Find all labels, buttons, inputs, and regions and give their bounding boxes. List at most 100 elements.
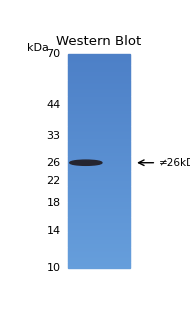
Bar	[68, 111, 130, 112]
Bar	[68, 88, 130, 89]
Bar	[68, 195, 130, 196]
Bar	[68, 77, 130, 78]
Bar	[68, 131, 130, 132]
Bar	[68, 135, 130, 136]
Bar	[68, 249, 130, 250]
Bar	[68, 65, 130, 66]
Bar	[68, 201, 130, 203]
Bar	[68, 132, 130, 133]
Bar	[68, 130, 130, 131]
Bar	[68, 234, 130, 235]
Bar	[68, 147, 130, 148]
Bar	[68, 192, 130, 193]
Bar	[68, 60, 130, 61]
Bar	[68, 247, 130, 248]
Bar	[68, 204, 130, 205]
Bar	[68, 211, 130, 212]
Bar	[68, 180, 130, 181]
Bar	[68, 214, 130, 215]
Bar	[68, 155, 130, 157]
Bar	[68, 255, 130, 256]
Bar	[68, 163, 130, 164]
Text: 22: 22	[46, 176, 61, 186]
Text: kDa: kDa	[27, 43, 49, 53]
Bar	[68, 177, 130, 178]
Bar	[68, 241, 130, 242]
Bar	[68, 106, 130, 107]
Bar	[68, 238, 130, 239]
Bar	[68, 102, 130, 103]
Bar	[68, 229, 130, 231]
Bar	[68, 171, 130, 173]
Bar	[68, 142, 130, 144]
Bar	[68, 217, 130, 218]
Bar	[68, 57, 130, 58]
Bar	[68, 206, 130, 207]
Bar	[68, 244, 130, 245]
Bar	[68, 197, 130, 198]
Bar	[68, 100, 130, 101]
Bar	[68, 209, 130, 210]
Bar	[68, 158, 130, 159]
Bar	[68, 103, 130, 104]
Bar	[68, 266, 130, 267]
Bar	[68, 176, 130, 177]
Bar	[68, 81, 130, 82]
Bar	[68, 178, 130, 179]
Bar	[68, 210, 130, 211]
Bar	[68, 151, 130, 152]
Text: 26: 26	[46, 158, 61, 168]
Bar	[68, 225, 130, 226]
Bar	[68, 76, 130, 77]
Bar	[68, 92, 130, 93]
Bar	[68, 252, 130, 253]
Bar	[68, 118, 130, 119]
Bar	[68, 162, 130, 163]
Bar	[68, 119, 130, 120]
Bar	[68, 243, 130, 244]
Bar	[68, 185, 130, 187]
Bar	[68, 175, 130, 176]
Bar	[68, 267, 130, 268]
Bar	[68, 133, 130, 134]
Bar	[68, 165, 130, 166]
Bar	[68, 134, 130, 135]
Bar	[68, 181, 130, 182]
Text: 14: 14	[46, 226, 61, 236]
Bar	[68, 153, 130, 154]
Bar	[68, 95, 130, 96]
Bar	[68, 108, 130, 109]
Bar	[68, 74, 130, 75]
Bar	[68, 168, 130, 169]
Bar	[68, 139, 130, 141]
Bar	[68, 123, 130, 125]
Bar	[68, 107, 130, 108]
Bar	[68, 223, 130, 224]
Bar	[68, 248, 130, 249]
Bar	[68, 231, 130, 233]
Bar	[68, 87, 130, 88]
Bar	[68, 79, 130, 81]
Bar	[68, 173, 130, 174]
Bar	[68, 220, 130, 221]
Bar	[68, 199, 130, 201]
Bar	[68, 136, 130, 137]
Bar	[68, 174, 130, 175]
Bar	[68, 109, 130, 111]
Bar	[68, 183, 130, 184]
Bar	[68, 184, 130, 185]
Bar	[68, 116, 130, 117]
Bar	[68, 59, 130, 60]
Bar	[68, 121, 130, 122]
Bar	[68, 166, 130, 167]
Bar	[68, 240, 130, 241]
Bar	[68, 160, 130, 161]
Bar	[68, 219, 130, 220]
Bar	[68, 154, 130, 155]
Bar	[68, 98, 130, 99]
Bar	[68, 222, 130, 223]
Bar	[68, 253, 130, 254]
Bar	[68, 228, 130, 229]
Bar	[68, 169, 130, 171]
Bar	[68, 90, 130, 91]
